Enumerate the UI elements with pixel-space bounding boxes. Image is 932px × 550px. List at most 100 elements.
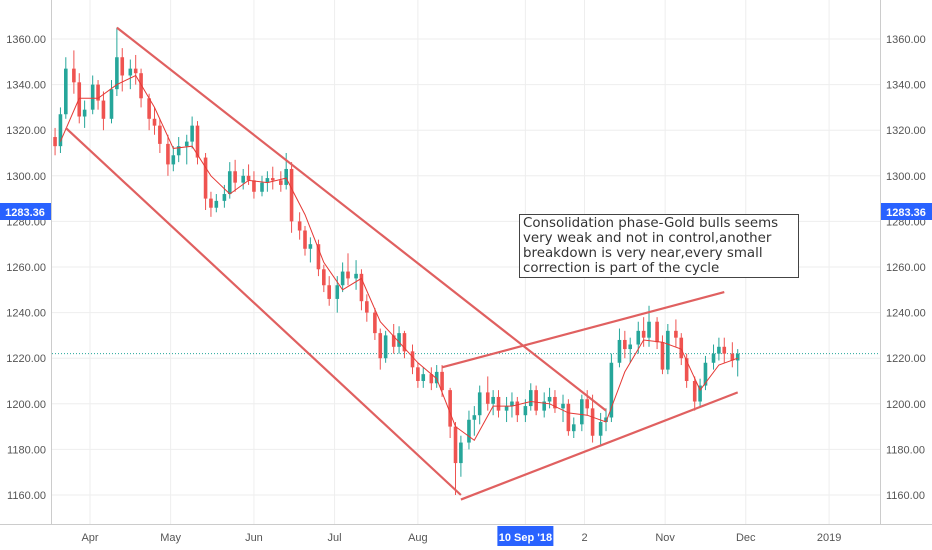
candle-body: [448, 390, 452, 427]
candle-body: [459, 442, 463, 464]
y-tick-label: 1320.00: [6, 125, 46, 137]
x-tick-label: Aug: [408, 532, 428, 544]
candle-body: [279, 180, 283, 185]
candle-body: [227, 171, 232, 195]
candle-body: [402, 333, 407, 352]
candle-body: [158, 125, 162, 144]
candle-body: [308, 244, 313, 249]
candle-body: [453, 426, 458, 464]
candle-body: [120, 57, 125, 76]
candle-body: [566, 403, 571, 432]
y-tick-label: 1300.00: [6, 171, 46, 183]
candle-body: [90, 84, 95, 110]
candle-body: [133, 68, 138, 74]
trendline: [441, 291, 725, 369]
candle-body: [241, 175, 245, 183]
candle-body: [628, 344, 633, 350]
candle-body: [590, 408, 595, 436]
candle-body: [421, 374, 426, 381]
candle-body: [429, 374, 434, 384]
x-tick-label: 2: [581, 532, 587, 544]
y-tick-label: 1360.00: [6, 34, 46, 46]
candle-body: [604, 417, 608, 423]
y-tick-label: 1160.00: [886, 490, 925, 502]
candle-body: [717, 346, 721, 354]
candle-body: [139, 73, 143, 99]
candle-body: [171, 155, 176, 165]
y-tick-label: 1340.00: [886, 80, 926, 92]
candle-body: [378, 333, 383, 359]
candle-body: [303, 230, 307, 249]
candle-body: [571, 424, 576, 432]
candle-body: [623, 339, 627, 350]
candle-body: [166, 143, 170, 165]
candle-body: [730, 353, 735, 361]
price-label-right-text: 1283.36: [886, 207, 926, 219]
bottom-axis-border: [0, 524, 932, 525]
candle-body: [246, 175, 251, 181]
candle-body: [190, 125, 194, 142]
candle-body: [359, 273, 364, 302]
y-tick-label: 1240.00: [886, 308, 926, 320]
annotation-line: very weak and not in control,another: [523, 231, 772, 246]
candle-body: [64, 68, 68, 115]
candle-body: [233, 171, 237, 183]
candle-body: [598, 422, 603, 436]
ma-line: [59, 74, 738, 442]
candle-body: [467, 419, 471, 443]
candle-body: [440, 371, 444, 391]
candle-body: [96, 84, 100, 101]
candle-body: [647, 321, 651, 338]
candle-body: [209, 198, 213, 208]
candle-body: [515, 401, 520, 416]
candle-body: [383, 335, 388, 359]
trendline: [65, 127, 462, 496]
candle-body: [655, 321, 659, 343]
candle-body: [684, 358, 689, 381]
candle-body: [528, 390, 533, 407]
annotation-box: Consolidation phase-Gold bulls seems ver…: [519, 214, 799, 278]
candle-body: [617, 339, 622, 363]
candle-body: [523, 406, 528, 416]
candle-body: [735, 353, 740, 361]
candle-body: [510, 401, 514, 407]
candle-body: [147, 98, 151, 119]
right-axis-border: [880, 0, 881, 524]
trendlines: [65, 26, 739, 501]
candle-body: [373, 312, 377, 334]
candle-body: [335, 285, 340, 299]
candle-body: [222, 194, 227, 201]
candle-body: [491, 396, 495, 404]
candle-body: [270, 178, 275, 181]
candle-body: [260, 182, 264, 192]
candle-body: [692, 381, 697, 402]
x-tick-label: Nov: [655, 532, 675, 544]
candle-body: [184, 141, 189, 147]
candle-body: [195, 125, 200, 158]
candle-body: [340, 271, 345, 286]
trendline: [116, 26, 607, 412]
x-tick-label: 2019: [817, 532, 841, 544]
candle-body: [354, 273, 358, 279]
y-tick-label: 1200.00: [6, 399, 46, 411]
y-axis-right: 1160.00 1180.00 1200.00 1220.00 1240.00 1260.…: [886, 34, 926, 502]
candle-body: [722, 346, 727, 354]
candle-body: [542, 401, 547, 411]
candle-body: [397, 333, 401, 347]
candle-body: [289, 168, 294, 222]
candle-body: [485, 392, 490, 404]
trendline: [460, 391, 739, 501]
x-tick-label: 10 Sep '18: [499, 532, 552, 544]
candle-body: [585, 399, 590, 409]
candle-body: [82, 109, 87, 117]
x-tick-label: Jul: [328, 532, 342, 544]
annotation-line: breakdown is very near,every small: [523, 246, 763, 261]
x-tick-label: Dec: [736, 532, 756, 544]
candle-body: [679, 337, 684, 359]
x-tick-label: Apr: [81, 532, 98, 544]
candle-body: [666, 330, 670, 370]
candle-body: [547, 396, 552, 402]
candle-body: [203, 157, 208, 199]
left-axis-border: [51, 0, 52, 524]
candle-body: [703, 362, 708, 386]
